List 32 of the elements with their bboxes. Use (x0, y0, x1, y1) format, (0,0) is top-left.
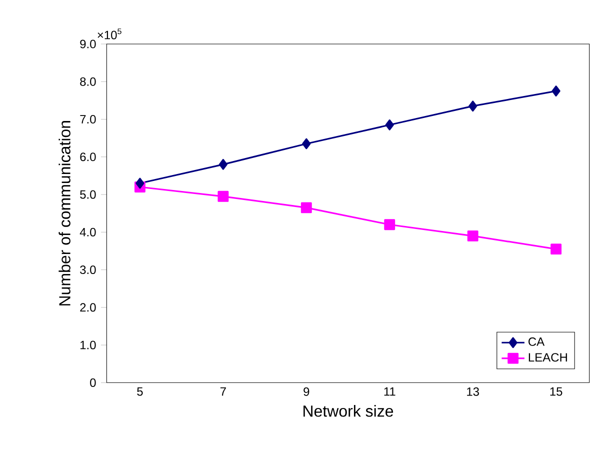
point (136, 178, 144, 189)
y-tick-label: 4.0 (80, 228, 96, 236)
point (385, 119, 394, 130)
x-tick-label: 9 (304, 387, 310, 396)
point (468, 100, 478, 112)
y-axis-title: Number of communication (58, 121, 70, 306)
point (302, 138, 311, 150)
point (384, 219, 396, 230)
y-tick-label: 9.0 (80, 40, 96, 48)
text: ×10$^{5}$ (98, 28, 122, 40)
point (218, 190, 229, 202)
point (467, 230, 478, 242)
y-tick-label: 0 (90, 378, 96, 387)
x-tick-label: 5 (137, 387, 143, 396)
x-tick-label: 7 (220, 387, 226, 396)
point (218, 158, 228, 170)
legend-label: CA (528, 337, 545, 346)
y-tick-label: 3.0 (80, 266, 96, 274)
point (552, 86, 560, 97)
y-tick-label: 7.0 (80, 115, 96, 124)
x-tick-label: 15 (550, 387, 562, 396)
y-tick-label: 5.0 (80, 190, 96, 199)
y-tick-label: 2.0 (80, 303, 96, 312)
point (300, 202, 312, 214)
y-tick-label: 8.0 (80, 77, 96, 86)
x-axis-title: Network size (304, 405, 394, 417)
x-tick-label: 13 (467, 387, 479, 396)
legend-label: LEACH (528, 353, 567, 362)
x-tick-label: 11 (384, 387, 396, 396)
point (550, 244, 562, 255)
y-tick-label: 6.0 (80, 152, 96, 162)
y-tick-label: 1.0 (80, 340, 96, 350)
